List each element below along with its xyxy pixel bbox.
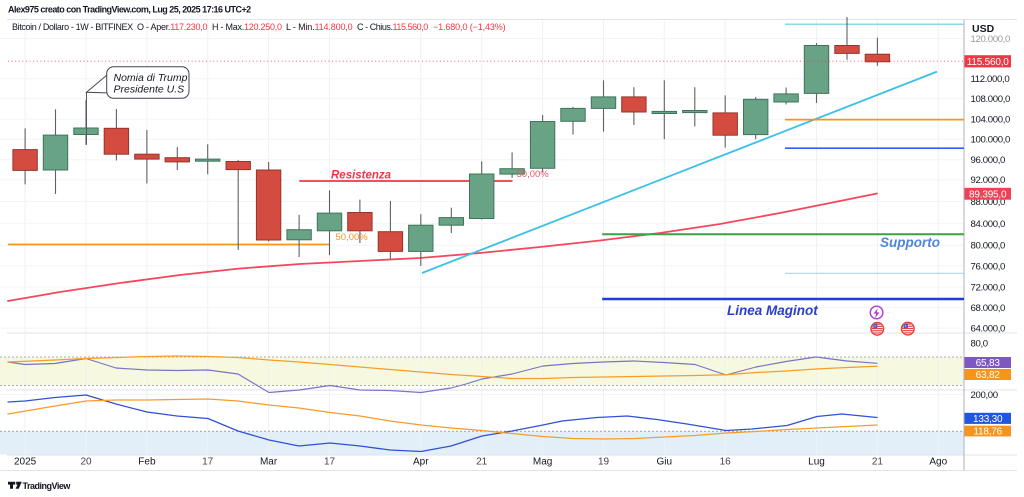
svg-text:Lug: Lug xyxy=(808,457,825,468)
svg-text:50,00%: 50,00% xyxy=(336,232,369,243)
svg-text:21: 21 xyxy=(476,457,488,468)
svg-text:Resistenza: Resistenza xyxy=(331,170,392,182)
svg-text:Apr: Apr xyxy=(413,457,429,468)
svg-text:Ago: Ago xyxy=(929,457,947,468)
svg-text:USD: USD xyxy=(972,23,995,35)
svg-text:92.000,0: 92.000,0 xyxy=(971,175,1006,186)
svg-text:72.000,0: 72.000,0 xyxy=(971,283,1006,294)
svg-text:84.000,0: 84.000,0 xyxy=(971,219,1006,230)
svg-text:2025: 2025 xyxy=(14,457,37,468)
svg-text:133,30: 133,30 xyxy=(973,414,1003,425)
svg-text:120.000,0: 120.000,0 xyxy=(971,34,1011,45)
svg-text:−1.680,0 (−1,43%): −1.680,0 (−1,43%) xyxy=(433,22,506,32)
svg-text:112.000,0: 112.000,0 xyxy=(971,74,1010,85)
svg-text:O - Aper.117.230,0: O - Aper.117.230,0 xyxy=(137,22,207,32)
svg-text:80,0: 80,0 xyxy=(971,339,988,350)
svg-text:L - Min.114.800,0: L - Min.114.800,0 xyxy=(286,22,353,32)
svg-text:Nomia di Trump: Nomia di Trump xyxy=(114,72,188,84)
svg-text:89.395,0: 89.395,0 xyxy=(969,189,1007,200)
svg-text:Feb: Feb xyxy=(138,457,156,468)
svg-text:100.000,0: 100.000,0 xyxy=(971,135,1011,146)
svg-text:50,00%: 50,00% xyxy=(517,169,550,180)
svg-text:63,82: 63,82 xyxy=(976,370,1001,381)
svg-text:Presidente U.S: Presidente U.S xyxy=(114,84,185,96)
svg-text:H - Max.120.250,0: H - Max.120.250,0 xyxy=(212,22,282,32)
svg-text:17: 17 xyxy=(202,457,214,468)
svg-text:Giu: Giu xyxy=(657,457,673,468)
svg-text:Supporto: Supporto xyxy=(880,235,940,250)
svg-text:Mag: Mag xyxy=(533,457,552,468)
svg-text:96.000,0: 96.000,0 xyxy=(971,155,1006,166)
svg-text:C - Chius.115.560,0: C - Chius.115.560,0 xyxy=(357,22,428,32)
svg-text:80.000,0: 80.000,0 xyxy=(971,241,1006,252)
svg-text:76.000,0: 76.000,0 xyxy=(971,261,1006,272)
svg-text:Linea Maginot: Linea Maginot xyxy=(727,303,818,318)
svg-text:115.560,0: 115.560,0 xyxy=(967,57,1010,68)
svg-text:TradingView: TradingView xyxy=(23,481,72,491)
svg-text:65,83: 65,83 xyxy=(976,358,1001,369)
svg-text:17: 17 xyxy=(324,457,336,468)
svg-text:88.000,0: 88.000,0 xyxy=(971,197,1006,208)
svg-text:108.000,0: 108.000,0 xyxy=(971,94,1011,105)
svg-text:20: 20 xyxy=(80,457,92,468)
svg-text:104.000,0: 104.000,0 xyxy=(971,115,1011,126)
svg-text:Bitcoin / Dollaro - 1W - BITFI: Bitcoin / Dollaro - 1W - BITFINEX xyxy=(12,22,133,32)
svg-text:64.000,0: 64.000,0 xyxy=(971,324,1006,335)
svg-text:200,00: 200,00 xyxy=(971,390,998,401)
svg-text:Mar: Mar xyxy=(260,457,278,468)
svg-text:19: 19 xyxy=(598,457,610,468)
svg-text:21: 21 xyxy=(872,457,884,468)
svg-text:68.000,0: 68.000,0 xyxy=(971,303,1006,314)
svg-text:118,76: 118,76 xyxy=(973,427,1002,438)
svg-text:16: 16 xyxy=(720,457,732,468)
svg-text:Alex975 creato con TradingView: Alex975 creato con TradingView.com, Lug … xyxy=(8,5,251,15)
